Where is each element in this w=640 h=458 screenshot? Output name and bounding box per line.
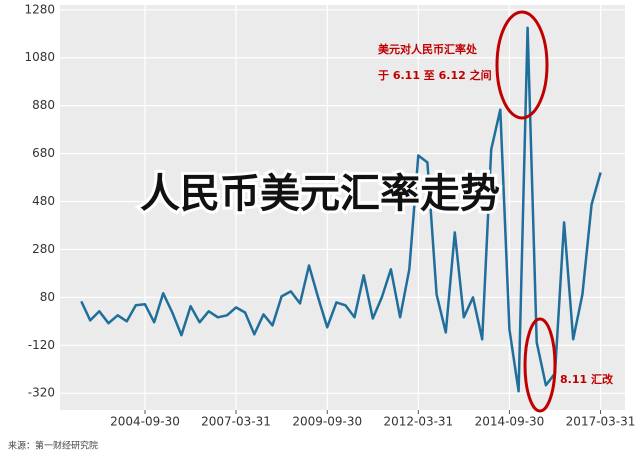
annotation: 于 6.11 至 6.12 之间 <box>378 68 492 82</box>
y-tick-label: -320 <box>28 386 55 400</box>
chart-title: 人民币美元汇率走势 <box>140 171 500 217</box>
plot-area <box>60 5 625 410</box>
data-line <box>80 26 602 393</box>
highlight-ellipse <box>523 317 557 413</box>
x-tick-label: 2012-03-31 <box>383 415 453 429</box>
y-tick-label: 1280 <box>24 2 55 16</box>
x-tick-label: 2014-09-30 <box>475 415 545 429</box>
highlight-ellipse <box>495 10 549 120</box>
annotation: 8.11 汇改 <box>560 372 614 386</box>
x-tick-label: 2004-09-30 <box>110 415 180 429</box>
y-tick-label: -120 <box>28 338 55 352</box>
y-tick-label: 680 <box>32 146 55 160</box>
x-tick-label: 2017-03-31 <box>566 415 636 429</box>
x-tick-label: 2007-03-31 <box>201 415 271 429</box>
y-tick-label: 1080 <box>24 50 55 64</box>
annotation: 美元对人民币汇率处 <box>378 42 478 56</box>
y-tick-label: 280 <box>32 242 55 256</box>
source: 来源：第一财经研究院 <box>8 440 98 452</box>
y-tick-label: 880 <box>32 98 55 112</box>
y-tick-label: 80 <box>40 290 55 304</box>
x-tick-label: 2009-09-30 <box>292 415 362 429</box>
y-tick-label: 480 <box>32 194 55 208</box>
